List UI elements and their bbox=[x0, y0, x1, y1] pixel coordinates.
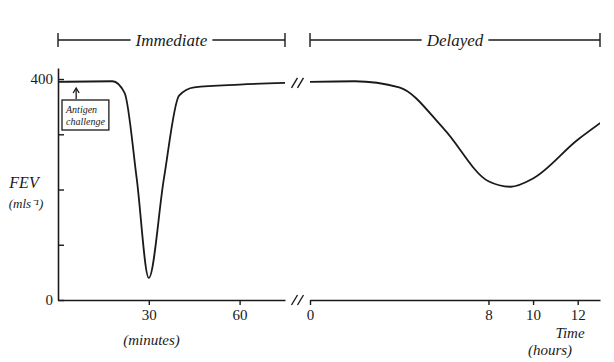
x-axis: 30 60 bbox=[59, 300, 286, 323]
x-tick-label: 10 bbox=[526, 307, 541, 323]
y-tick-label: 400 bbox=[31, 71, 54, 87]
x-axis-line bbox=[59, 300, 286, 302]
x-tick-mark bbox=[533, 300, 534, 305]
x-tick: 8 bbox=[485, 300, 493, 323]
annotation-arrowhead bbox=[73, 88, 79, 93]
annotation-arrow bbox=[76, 89, 77, 99]
plot-area bbox=[310, 81, 600, 187]
plot-area bbox=[58, 81, 285, 278]
y-tick-label: 0 bbox=[46, 292, 54, 308]
axis-break-stroke bbox=[298, 295, 304, 305]
phase-bracket: Immediate bbox=[58, 31, 285, 50]
axis-break bbox=[292, 295, 304, 305]
bracket-end bbox=[57, 33, 58, 47]
y-tick-mark bbox=[58, 79, 64, 80]
annotation: Antigenchallenge bbox=[62, 88, 109, 130]
y-tick-mark bbox=[58, 189, 64, 190]
bracket-end bbox=[309, 33, 310, 47]
x-tick: 10 bbox=[526, 300, 541, 323]
bracket-end bbox=[284, 33, 285, 47]
y-axis-line bbox=[58, 69, 60, 301]
chart: Immediate 30 60 0 400 FEV (mls⁻¹) (minutes) Anti… bbox=[0, 0, 614, 362]
bracket-end bbox=[599, 33, 600, 47]
x-tick-mark bbox=[577, 300, 578, 305]
line-break-stroke bbox=[292, 78, 298, 88]
y-tick bbox=[58, 190, 64, 191]
fev-line bbox=[58, 81, 285, 278]
x-tick: 12 bbox=[571, 300, 586, 323]
x-axis-unit: (hours) bbox=[528, 342, 572, 359]
x-tick: 30 bbox=[142, 300, 157, 323]
bracket-line bbox=[58, 39, 131, 40]
y-tick: 400 bbox=[31, 71, 65, 87]
y-tick-mark bbox=[58, 134, 64, 135]
y-tick: 0 bbox=[46, 292, 65, 308]
x-axis-line bbox=[311, 300, 601, 302]
x-tick-label: 8 bbox=[485, 307, 493, 323]
bracket-line bbox=[212, 39, 285, 40]
line-break bbox=[292, 78, 304, 88]
line-break-stroke bbox=[298, 78, 304, 88]
x-axis-title: (minutes) bbox=[123, 332, 180, 349]
y-tick bbox=[58, 245, 64, 246]
x-tick: 0 bbox=[307, 300, 315, 323]
x-tick-label: 30 bbox=[142, 307, 157, 323]
phase-label: Immediate bbox=[135, 31, 208, 50]
bracket-line bbox=[310, 39, 422, 40]
fev-line bbox=[310, 81, 600, 187]
x-axis-title: Time bbox=[555, 325, 585, 341]
axis-break-stroke bbox=[292, 295, 298, 305]
annotation-text: Antigen bbox=[65, 104, 97, 115]
y-axis-unit: (mls⁻¹) bbox=[9, 196, 44, 211]
phase-bracket: Delayed bbox=[310, 31, 600, 50]
y-tick-mark bbox=[58, 300, 64, 301]
x-tick-label: 60 bbox=[233, 307, 248, 323]
bracket-line bbox=[488, 39, 600, 40]
x-tick-label: 12 bbox=[571, 307, 586, 323]
x-tick-mark bbox=[310, 300, 311, 305]
annotation-text: challenge bbox=[66, 116, 105, 127]
phase-label: Delayed bbox=[426, 31, 484, 50]
y-axis-title: FEV bbox=[8, 174, 41, 191]
x-tick: 60 bbox=[233, 300, 248, 323]
x-tick-label: 0 bbox=[307, 307, 315, 323]
x-tick-mark bbox=[149, 300, 150, 305]
x-axis: 0 8 10 12 bbox=[307, 300, 601, 323]
y-tick bbox=[58, 134, 64, 135]
annotation-box bbox=[62, 100, 109, 130]
y-tick-mark bbox=[58, 245, 64, 246]
x-tick-mark bbox=[488, 300, 489, 305]
x-tick-mark bbox=[239, 300, 240, 305]
